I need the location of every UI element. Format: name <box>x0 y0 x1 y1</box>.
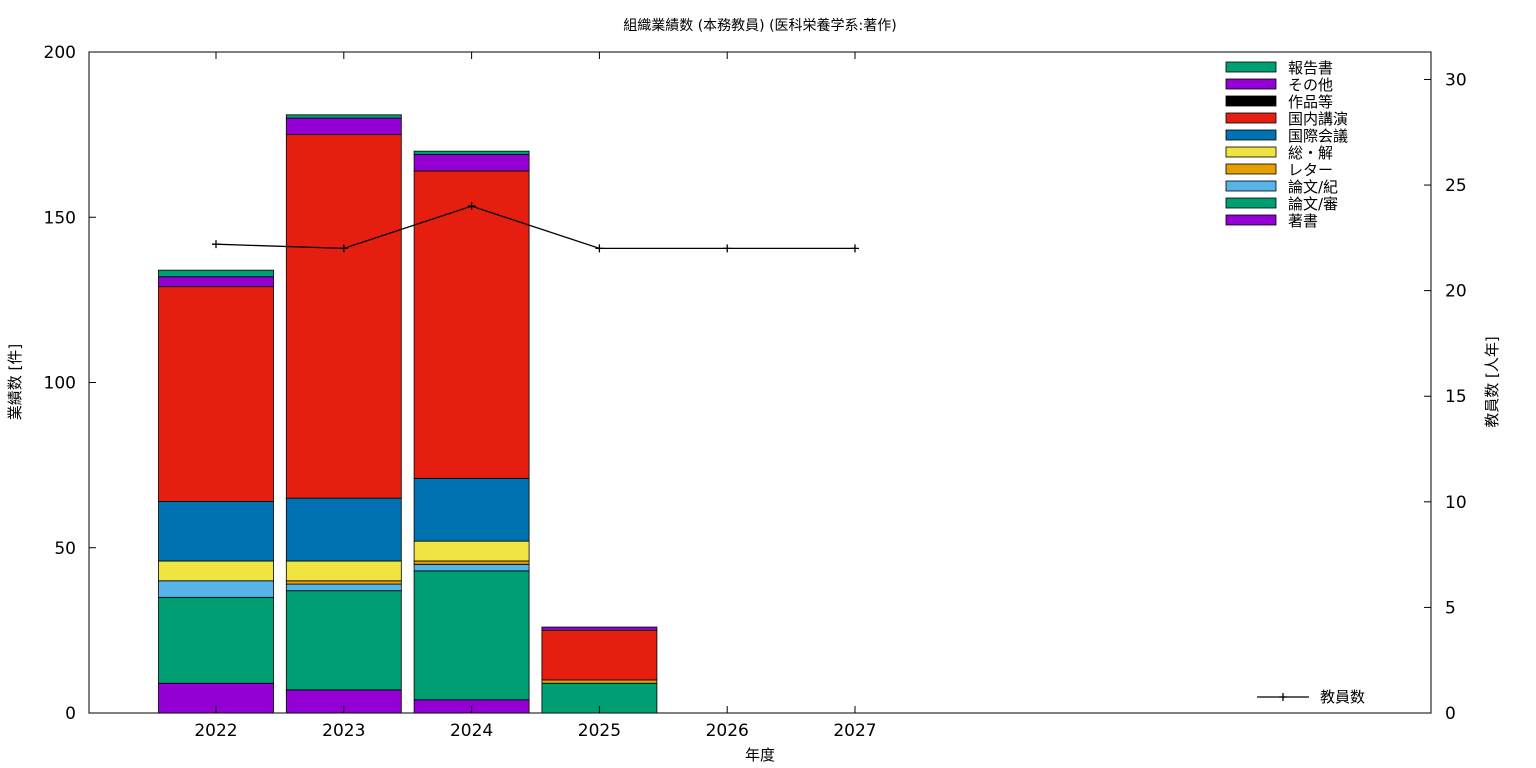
legend-swatch <box>1225 214 1277 226</box>
bar-segment <box>413 170 530 479</box>
bar-segment <box>413 560 530 565</box>
legend-label: 報告書 <box>1288 59 1333 77</box>
bar-segment <box>413 477 530 542</box>
y2-tick-label: 30 <box>1445 70 1467 90</box>
legend-label: 教員数 <box>1320 688 1365 706</box>
bar-segment <box>158 560 274 582</box>
legend-label: レター <box>1288 161 1333 179</box>
bar-segment <box>285 497 402 562</box>
bar-segment <box>158 596 274 684</box>
legend-label: 著書 <box>1288 212 1318 230</box>
x-tick-label: 2025 <box>578 721 621 741</box>
line-series-group <box>212 202 859 253</box>
legend-swatch <box>1225 146 1277 158</box>
bar-segment <box>158 501 274 562</box>
x-tick-label: 2027 <box>833 721 876 741</box>
y-axis-label: 業績数 [件] <box>6 344 24 420</box>
legend-swatch <box>1225 129 1277 141</box>
x-tick-label: 2024 <box>450 721 493 741</box>
legend-label: 論文/紀 <box>1288 178 1338 196</box>
y-tick-label: 150 <box>44 208 76 228</box>
y2-tick-label: 20 <box>1445 282 1467 302</box>
bar-segment <box>541 679 658 684</box>
line-point <box>851 244 859 253</box>
x-tick-label: 2023 <box>322 721 365 741</box>
bar-segment <box>285 560 402 582</box>
line-point <box>595 244 604 253</box>
line-point <box>467 202 476 211</box>
bar-segment <box>285 590 402 691</box>
line-series-path <box>215 205 855 250</box>
y-tick-label: 200 <box>44 43 76 63</box>
bar-segment <box>158 276 274 288</box>
line-point <box>723 244 732 253</box>
bar-segment <box>413 563 530 572</box>
legend-label: 国内講演 <box>1288 110 1348 128</box>
bar-segment <box>413 540 530 562</box>
y-tick-label: 100 <box>44 374 76 394</box>
bars-group <box>158 114 658 714</box>
bar-segment <box>413 570 530 701</box>
legend-swatch <box>1225 61 1277 73</box>
legend-label: 国際会議 <box>1288 127 1348 145</box>
legend-swatch <box>1225 112 1277 124</box>
y-tick-label: 0 <box>65 704 76 724</box>
y2-tick-label: 0 <box>1445 704 1456 724</box>
bar-segment <box>158 286 274 502</box>
bar-segment <box>285 114 402 119</box>
y2-tick-label: 5 <box>1445 598 1456 618</box>
y2-tick-label: 15 <box>1445 387 1467 407</box>
legend-swatch <box>1225 180 1277 192</box>
bar-segment <box>413 154 530 172</box>
legend-label: 作品等 <box>1288 93 1333 111</box>
legend-line-marker <box>1279 693 1287 701</box>
legend-label: その他 <box>1288 76 1333 94</box>
x-tick-label: 2026 <box>706 721 749 741</box>
y2-tick-label: 10 <box>1445 493 1467 513</box>
legend-swatch <box>1225 197 1277 209</box>
chart-title: 組織業績数 (本務教員) (医科栄養学系:著作) <box>623 17 896 34</box>
bar-segment <box>541 629 658 681</box>
y2-tick-label: 25 <box>1445 176 1467 196</box>
x-tick-label: 2022 <box>194 721 237 741</box>
bar-segment <box>413 150 530 155</box>
bar-segment <box>158 269 274 278</box>
y2-axis-label: 教員数 [人年] <box>1483 336 1501 427</box>
bar-segment <box>285 580 402 585</box>
legend-label: 論文/審 <box>1288 195 1338 213</box>
legend-label: 総・解 <box>1288 144 1333 162</box>
bar-segment <box>541 626 658 631</box>
bar-segment <box>285 134 402 499</box>
line-point <box>212 240 220 249</box>
legend-swatch <box>1225 78 1277 90</box>
bar-segment <box>285 583 402 592</box>
bar-segment <box>285 117 402 136</box>
bar-segment <box>158 580 274 598</box>
legend-swatch <box>1225 95 1277 107</box>
x-axis-label: 年度 <box>745 746 775 764</box>
line-point <box>339 244 348 253</box>
y-tick-label: 50 <box>54 539 76 559</box>
legend-swatch <box>1225 163 1277 175</box>
